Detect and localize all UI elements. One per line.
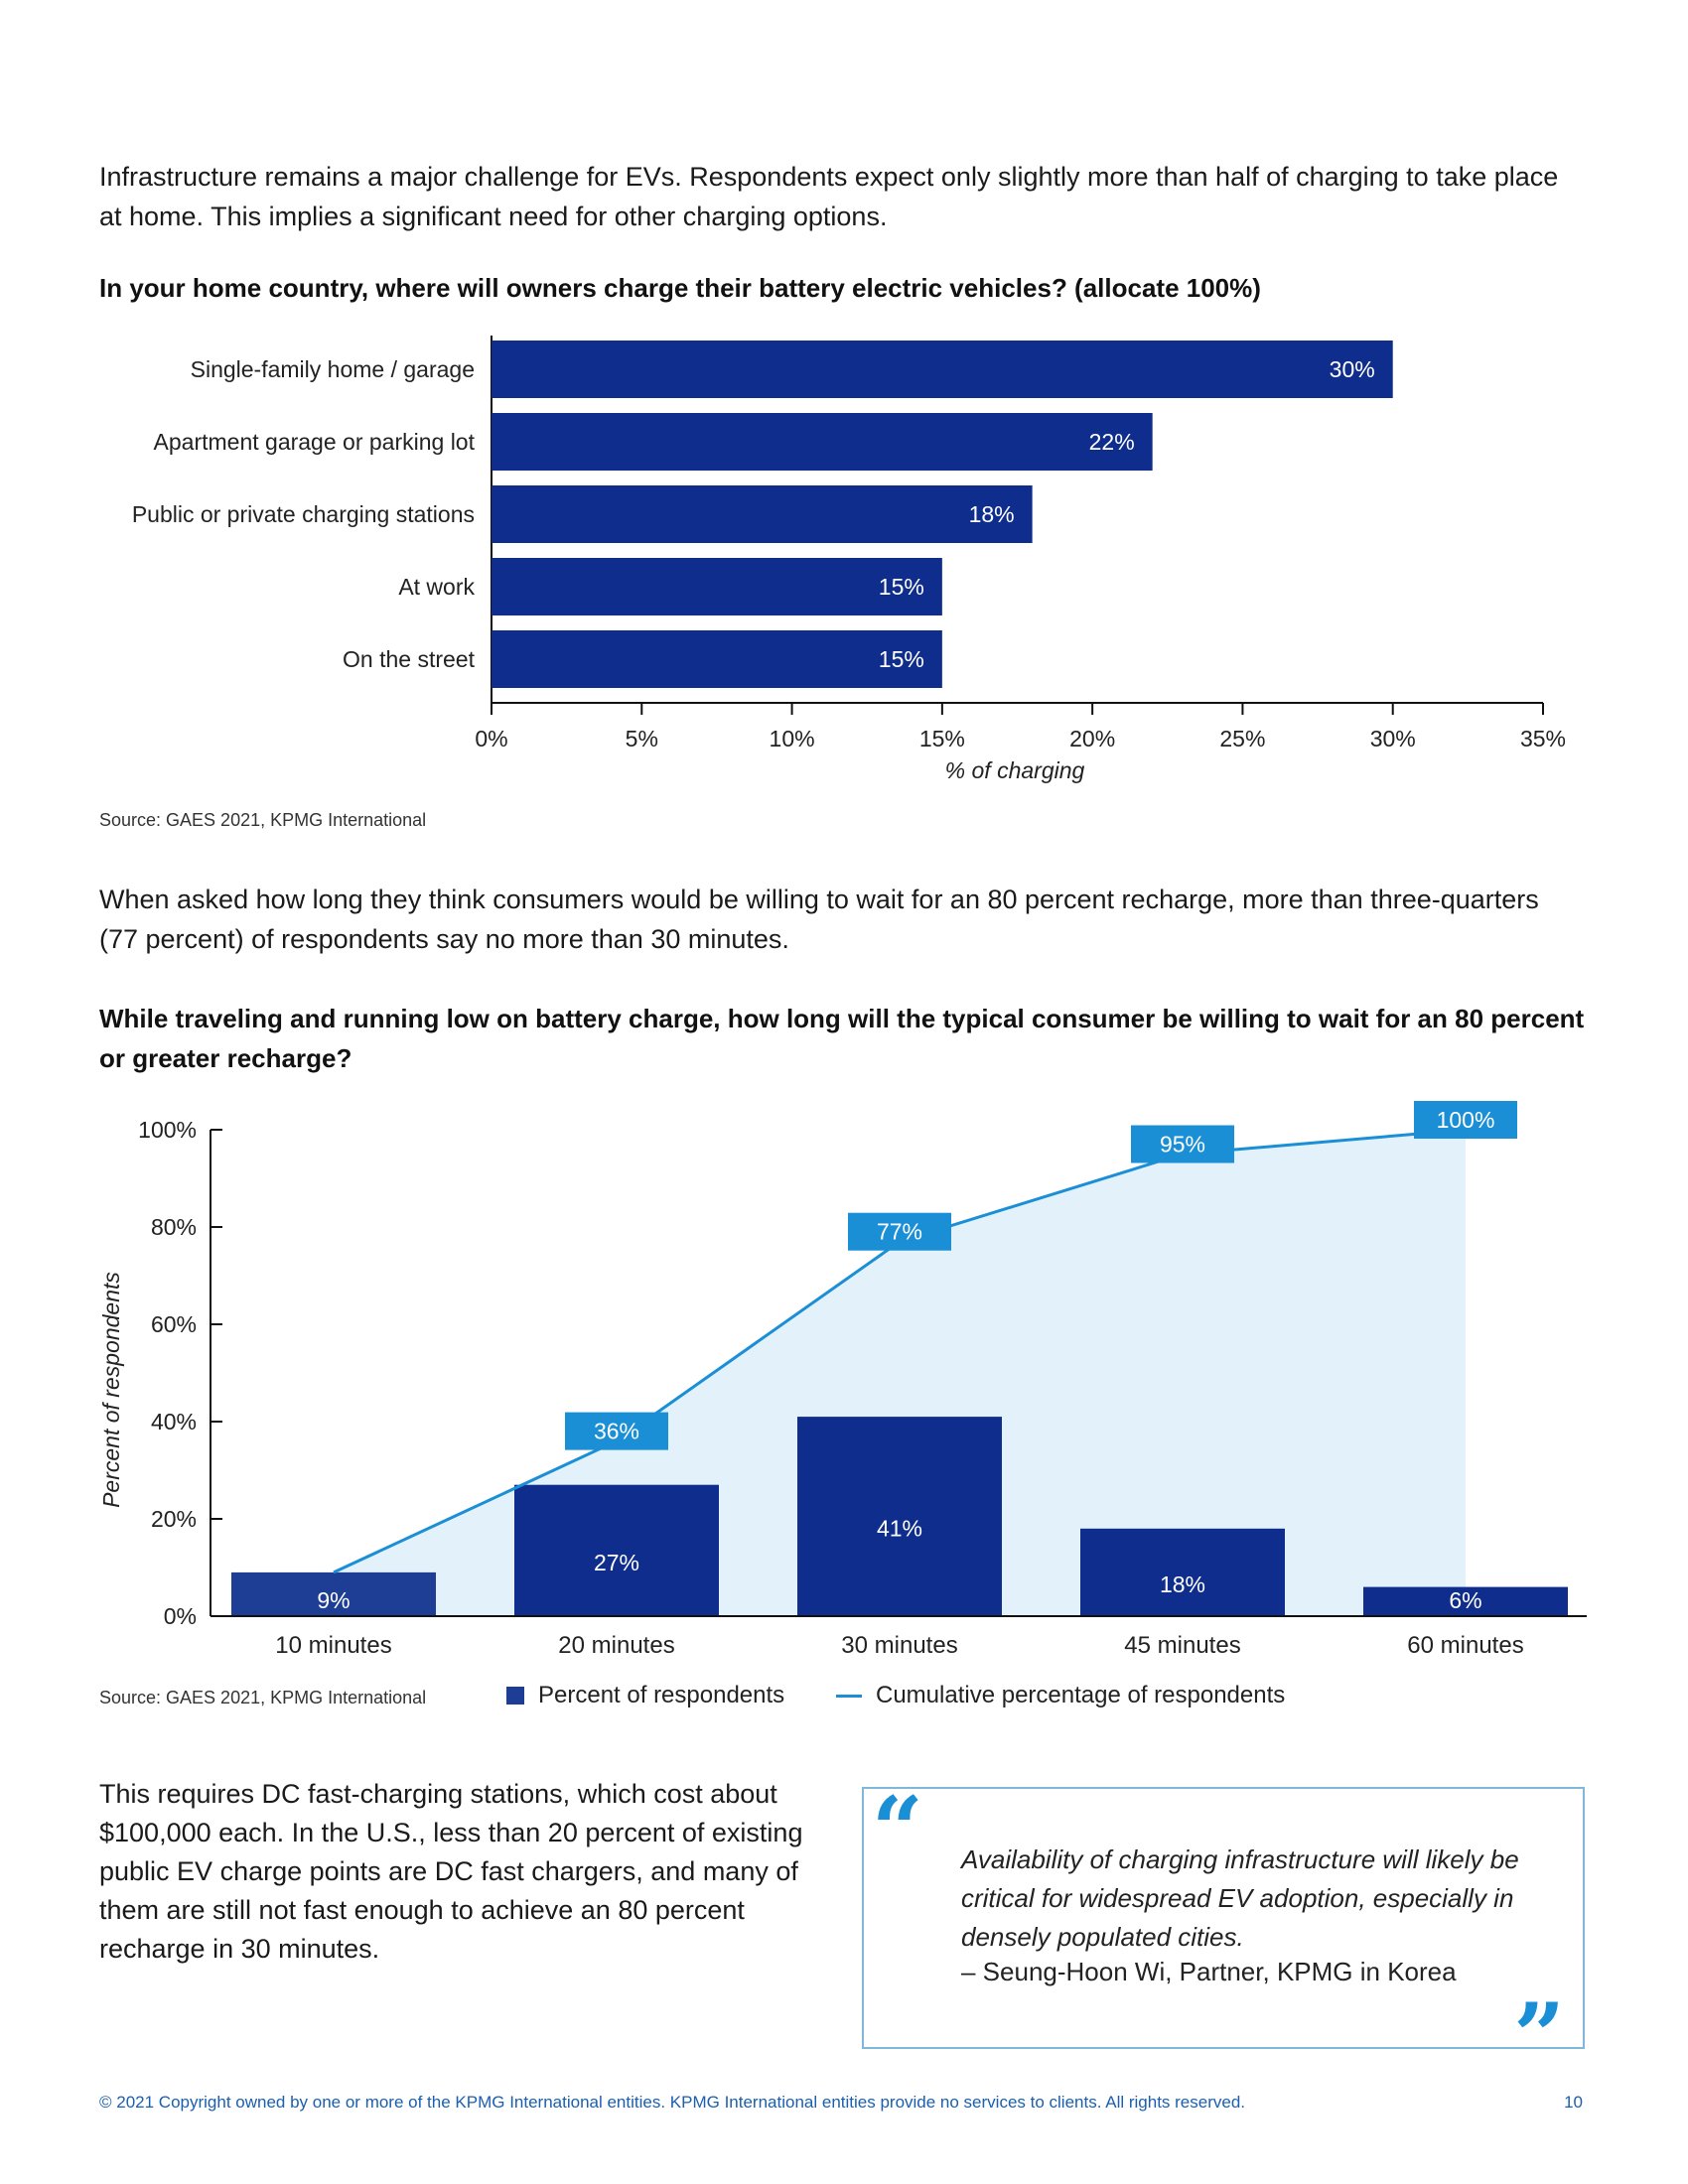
bar-value-label: 15% <box>879 646 924 672</box>
bar-1 <box>231 1571 436 1616</box>
dc-charging-paragraph: This requires DC fast-charging stations,… <box>99 1779 803 1964</box>
intro-paragraph: Infrastructure remains a major challenge… <box>99 162 1559 231</box>
category-label: Apartment garage or parking lot <box>154 429 476 455</box>
copyright-footer: © 2021 Copyright owned by one or more of… <box>99 2093 1245 2112</box>
bar-value-label: 30% <box>1330 356 1375 382</box>
bar-4 <box>1080 1528 1285 1616</box>
cumulative-label-box <box>1131 1125 1234 1163</box>
bar-5 <box>1363 1586 1568 1616</box>
close-quote-icon: ” <box>1513 1983 1565 2089</box>
bar-value-label: 6% <box>1449 1587 1481 1613</box>
bar-4 <box>492 558 942 615</box>
cumulative-label: 95% <box>1160 1132 1205 1158</box>
x-category-label: 45 minutes <box>1124 1632 1240 1659</box>
quote-attribution: – Seung-Hoon Wi, Partner, KPMG in Korea <box>961 1957 1457 1986</box>
bar-2 <box>492 413 1153 471</box>
quote-text: Availability of charging infrastructure … <box>961 1844 1519 1952</box>
chart2-source: Source: GAES 2021, KPMG International <box>99 1688 427 1707</box>
x-tick-label: 5% <box>626 726 658 751</box>
cumulative-label: 36% <box>594 1419 639 1444</box>
bar-value-label: 27% <box>594 1550 639 1575</box>
category-label: On the street <box>343 646 476 672</box>
legend-bar-swatch <box>506 1687 524 1705</box>
x-tick-label: 25% <box>1219 726 1265 751</box>
wait-paragraph: When asked how long they think consumers… <box>99 885 1539 954</box>
x-tick-label: 10% <box>770 726 815 751</box>
legend-line-label: Cumulative percentage of respondents <box>876 1682 1286 1708</box>
cumulative-label-box <box>848 1212 951 1251</box>
bar-3 <box>797 1417 1002 1616</box>
category-label: Single-family home / garage <box>191 356 475 382</box>
chart1-source: Source: GAES 2021, KPMG International <box>99 810 427 830</box>
x-axis-title: % of charging <box>945 757 1085 783</box>
bar-1 <box>492 341 1393 398</box>
legend-line-swatch <box>836 1694 862 1698</box>
legend-line: Cumulative percentage of respondents <box>836 1682 1285 1709</box>
bar-3 <box>492 485 1033 543</box>
bar-value-label: 41% <box>877 1516 922 1542</box>
y-axis-title: Percent of respondents <box>98 1272 124 1508</box>
open-quote-icon: “ <box>872 1777 923 1882</box>
recharge-wait-chart: 9% 27% 41% 18% 6% 36% 77% 95% 100% 0% 20% 40% 60% 80%… <box>98 1101 1587 1659</box>
y-tick-label: 100% <box>138 1117 197 1143</box>
category-label: Public or private charging stations <box>132 501 475 527</box>
x-category-label: 30 minutes <box>841 1632 957 1659</box>
legend-bars: Percent of respondents <box>506 1682 784 1709</box>
y-tick-label: 20% <box>151 1506 197 1532</box>
bar-value-label: 18% <box>969 501 1015 527</box>
chart1-heading: In your home country, where will owners … <box>99 273 1261 303</box>
chart2-heading: While traveling and running low on batte… <box>99 1004 1585 1073</box>
cumulative-label-box <box>1414 1101 1517 1139</box>
x-tick-label: 35% <box>1520 726 1566 751</box>
y-tick-label: 0% <box>164 1603 197 1629</box>
x-tick-label: 30% <box>1370 726 1416 751</box>
x-category-label: 10 minutes <box>275 1632 391 1659</box>
bar-value-label: 9% <box>317 1587 350 1613</box>
cumulative-label-box <box>565 1412 668 1450</box>
y-tick-label: 80% <box>151 1214 197 1240</box>
bar-value-label: 22% <box>1089 429 1135 455</box>
bar-5 <box>492 630 942 688</box>
y-tick-label: 40% <box>151 1409 197 1434</box>
y-tick-label: 60% <box>151 1311 197 1337</box>
page-number: 10 <box>1564 2093 1583 2112</box>
x-tick-label: 20% <box>1069 726 1115 751</box>
category-label: At work <box>398 574 475 600</box>
charging-location-chart: 30% Single-family home / garage 22% Apartme… <box>132 336 1566 783</box>
x-category-label: 60 minutes <box>1407 1632 1523 1659</box>
bar-value-label: 18% <box>1160 1571 1205 1597</box>
bar-value-label: 15% <box>879 574 924 600</box>
pull-quote: “ Availability of charging infrastructur… <box>862 1777 1585 2081</box>
legend-bar-label: Percent of respondents <box>538 1682 785 1708</box>
x-tick-label: 15% <box>919 726 965 751</box>
bar-2 <box>514 1484 719 1616</box>
cumulative-label: 100% <box>1437 1107 1495 1133</box>
x-category-label: 20 minutes <box>558 1632 674 1659</box>
x-tick-label: 0% <box>475 726 507 751</box>
cumulative-label: 77% <box>877 1219 922 1245</box>
